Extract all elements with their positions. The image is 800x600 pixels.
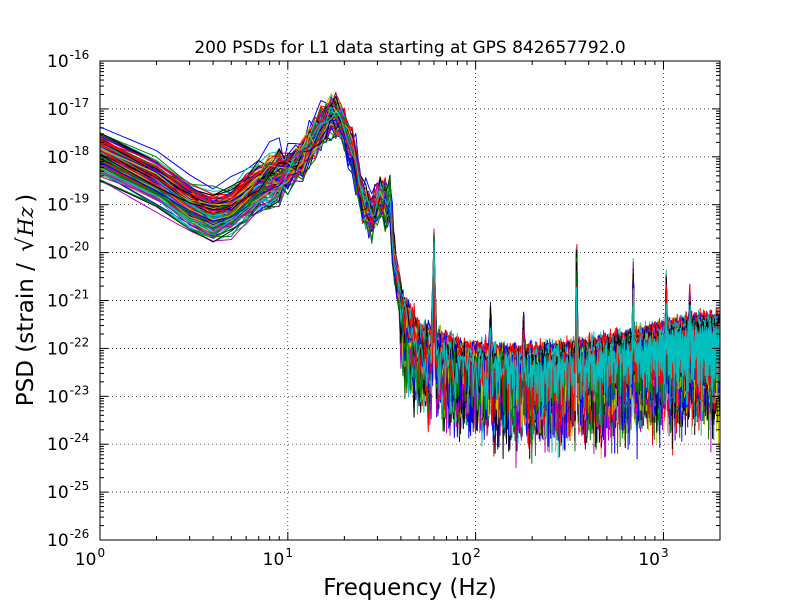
y-tick-base: 10	[47, 339, 69, 359]
y-tick-base: 10	[47, 435, 69, 455]
y-tick-base: 10	[47, 52, 69, 72]
y-tick-exp: -26	[70, 527, 90, 541]
y-tick-exp: -25	[70, 479, 90, 493]
y-tick-exp: -22	[70, 335, 90, 349]
y-axis-label-group: PSD (strain / √Hz)	[13, 194, 39, 406]
y-tick-base: 10	[47, 244, 69, 264]
x-tick-exp: 3	[661, 546, 669, 560]
y-axis-label: PSD (strain / √Hz)	[13, 194, 39, 406]
y-axis-label-prefix: PSD (strain /	[13, 256, 39, 406]
x-axis-label: Frequency (Hz)	[323, 575, 496, 600]
y-axis-label-suffix: )	[13, 194, 39, 203]
y-tick-exp: -21	[70, 288, 90, 302]
y-tick-base: 10	[47, 531, 69, 551]
y-tick-exp: -20	[70, 240, 90, 254]
y-tick-exp: -18	[70, 144, 90, 158]
x-tick-base: 10	[263, 550, 285, 570]
x-tick-exp: 1	[285, 546, 293, 560]
x-tick-exp: 2	[473, 546, 481, 560]
x-tick-base: 10	[75, 550, 97, 570]
y-tick-base: 10	[47, 292, 69, 312]
y-tick-exp: -24	[70, 431, 90, 445]
y-tick-exp: -17	[70, 96, 90, 110]
y-tick-base: 10	[47, 100, 69, 120]
sqrt-sign: √	[13, 237, 39, 252]
x-tick-base: 10	[450, 550, 472, 570]
y-tick-base: 10	[47, 148, 69, 168]
y-tick-exp: -16	[70, 48, 90, 62]
y-tick-base: 10	[47, 196, 69, 216]
y-tick-exp: -23	[70, 383, 90, 397]
x-tick-base: 10	[638, 550, 660, 570]
y-tick-exp: -19	[70, 192, 90, 206]
chart-title: 200 PSDs for L1 data starting at GPS 842…	[194, 38, 625, 58]
x-tick-exp: 0	[98, 546, 106, 560]
y-tick-base: 10	[47, 483, 69, 503]
y-tick-base: 10	[47, 387, 69, 407]
y-axis-label-math: Hz	[14, 206, 38, 237]
